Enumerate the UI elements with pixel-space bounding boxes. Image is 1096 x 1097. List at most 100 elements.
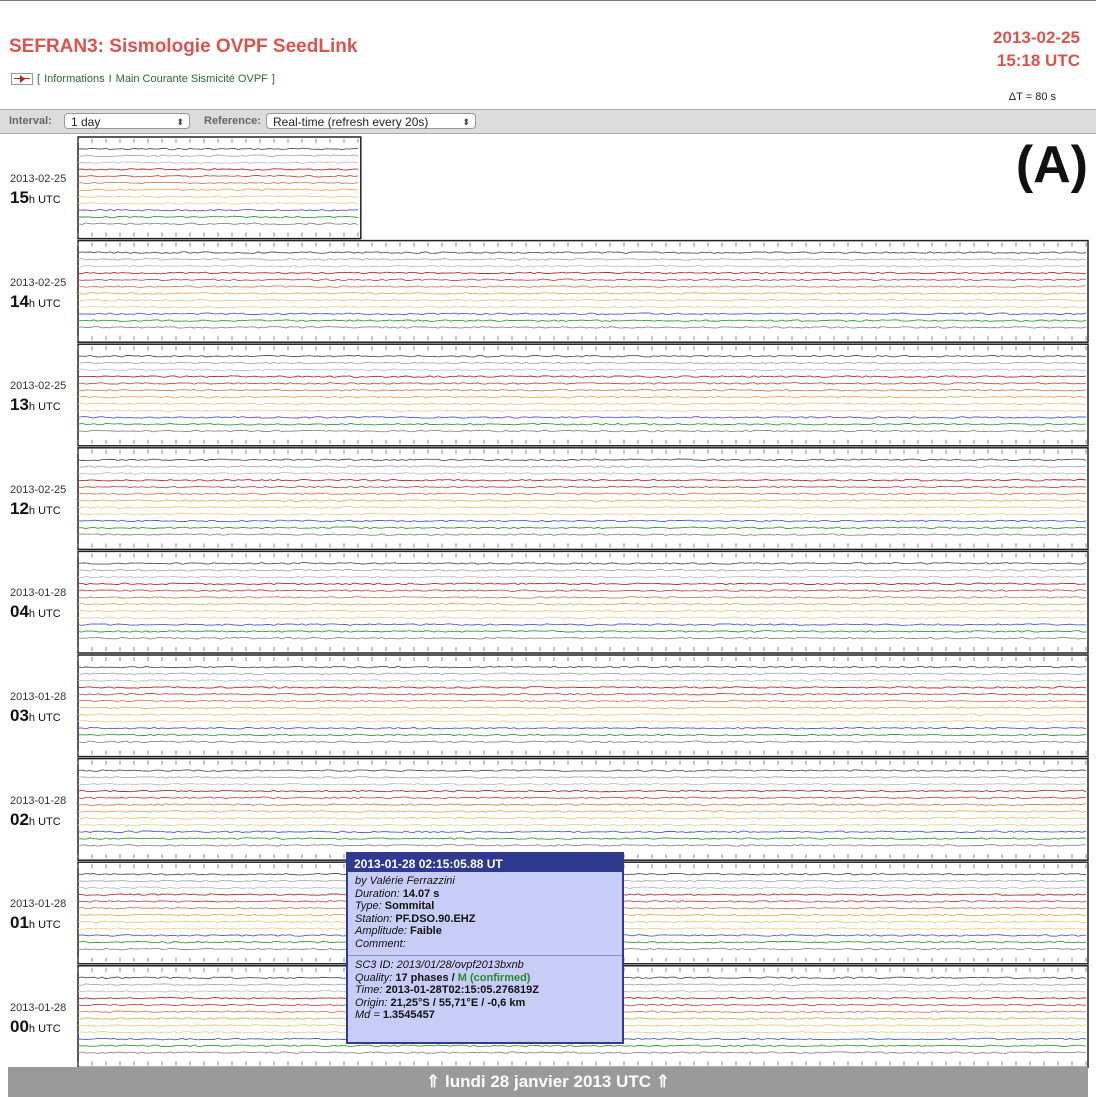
seismic-trace [77, 168, 358, 171]
row-hour: 00h UTC [10, 1017, 76, 1037]
interval-label: Interval: [9, 115, 52, 127]
strip-frame [77, 239, 1089, 343]
current-datetime: 2013-02-25 15:18 UTC [993, 26, 1080, 72]
row-time-label: 2013-02-25 15h UTC [10, 173, 76, 208]
sc3-details: SC3 ID: 2013/01/28/ovpf2013bxnb Quality:… [348, 956, 622, 1025]
toolbar: Interval: 1 day ⬍ Reference: Real-time (… [0, 109, 1096, 134]
header-links: [ Informations I Main Courante Sismicité… [9, 73, 277, 85]
seismic-trace [77, 803, 1087, 806]
seismic-trace [78, 706, 1087, 710]
seismic-trace [77, 465, 1087, 468]
event-popup-header: 2013-01-28 02:15:05.88 UT [348, 854, 622, 872]
seismic-trace [77, 672, 1087, 676]
seismic-trace [77, 1051, 1087, 1054]
seismic-trace [77, 361, 1086, 365]
seismic-trace [77, 251, 1087, 254]
seismic-trace [77, 326, 1087, 329]
event-details: by Valérie Ferrazzini Duration: 14.07 s … [348, 872, 622, 953]
seismic-trace [77, 782, 1087, 786]
seismic-trace [77, 844, 1086, 847]
seismic-trace [78, 215, 359, 219]
row-date: 2013-02-25 [10, 380, 67, 393]
seismic-trace [77, 499, 1087, 502]
event-popup: 2013-01-28 02:15:05.88 UT by Valérie Fer… [346, 852, 624, 1044]
seismic-trace [77, 740, 1087, 744]
popup-divider [348, 955, 622, 956]
seismic-trace [77, 485, 1087, 489]
row-time-label: 2013-01-28 01h UTC [10, 898, 76, 933]
seismic-trace [77, 582, 1087, 586]
quality-value: 17 phases / [395, 971, 455, 984]
row-time-label: 2013-02-25 12h UTC [10, 484, 76, 519]
informations-link[interactable]: Informations [44, 73, 105, 85]
amplitude-value: Faible [410, 925, 442, 937]
strip-frame [77, 550, 1089, 654]
row-date: 2013-02-25 [10, 173, 67, 185]
status-badge: M (confirmed) [457, 971, 531, 984]
seismic-trace [77, 478, 1087, 482]
event-author: by Valérie Ferrazzini [355, 875, 455, 887]
row-hour-value: 01 [10, 913, 29, 933]
seismic-trace [77, 796, 1087, 800]
seismic-trace [77, 602, 1087, 606]
row-hour-value: 02 [10, 809, 29, 829]
seismic-trace [77, 388, 1087, 392]
current-date: 2013-02-25 [993, 28, 1080, 47]
reference-select[interactable]: Real-time (refresh every 20s) ⬍ [266, 113, 476, 129]
seismic-trace [77, 733, 1087, 737]
current-time: 15:18 UTC [996, 51, 1080, 70]
row-time-label: 2013-01-28 04h UTC [10, 587, 76, 622]
row-hour-unit: h UTC [28, 712, 61, 724]
day-footer-bar[interactable]: ⇑ lundi 28 janvier 2013 UTC ⇑ [8, 1067, 1088, 1097]
row-time-label: 2013-01-28 03h UTC [10, 691, 76, 726]
row-hour-unit: h UTC [28, 815, 61, 828]
seismic-trace [77, 630, 1086, 633]
seismic-trace [77, 686, 1087, 689]
seismic-trace [77, 568, 1087, 572]
seismic-trace [77, 305, 1087, 309]
type-label: Type: [355, 900, 382, 912]
app-title: SEFRAN3: Sismologie OVPF SeedLink [9, 36, 358, 57]
seismic-trace [77, 726, 1087, 730]
seismic-trace [77, 458, 1087, 462]
seismic-trace [77, 506, 1087, 509]
seismic-trace [77, 816, 1087, 820]
row-time-label: 2013-02-25 13h UTC [10, 380, 76, 415]
seismic-trace [78, 519, 1087, 523]
seismic-trace [77, 769, 1087, 772]
select-arrows-icon: ⬍ [176, 117, 184, 127]
row-date: 2013-02-25 [10, 483, 67, 496]
md-value: 1.3545457 [382, 1009, 435, 1021]
seismic-trace [77, 589, 1087, 592]
seismic-trace [77, 830, 1087, 834]
seismic-trace [77, 616, 1087, 620]
row-date: 2013-01-28 [10, 898, 67, 911]
seismic-trace [77, 395, 1087, 399]
row-date: 2013-01-28 [10, 1001, 67, 1014]
duration-label: Duration: [355, 887, 400, 900]
strip-frame [77, 136, 362, 240]
seismic-trace [77, 202, 359, 205]
row-hour-unit: h UTC [28, 504, 61, 517]
seismic-trace [77, 161, 359, 164]
seismic-trace [77, 264, 1087, 268]
seismic-trace [77, 208, 359, 212]
seismic-trace [77, 837, 1087, 840]
seismic-trace [77, 1044, 1087, 1048]
seismic-trace [77, 312, 1087, 316]
seismic-trace [77, 402, 1087, 406]
origin-label: Origin: [355, 996, 388, 1009]
links-close-bracket: ] [271, 73, 275, 85]
row-hour-unit: h UTC [28, 1022, 61, 1035]
main-courante-link[interactable]: Main Courante Sismicité OVPF [115, 73, 268, 85]
row-hour: 14h UTC [10, 292, 76, 312]
seismic-trace [77, 699, 1087, 703]
seismic-trace [78, 147, 358, 151]
time-label: Time: [355, 984, 383, 996]
interval-select-value: 1 day [71, 115, 101, 129]
origin-value: 21,25°S / 55,71°E / -0,6 km [390, 996, 526, 1009]
interval-select[interactable]: 1 day ⬍ [64, 113, 190, 129]
type-value: Sommital [384, 900, 435, 912]
row-hour: 03h UTC [10, 706, 76, 726]
